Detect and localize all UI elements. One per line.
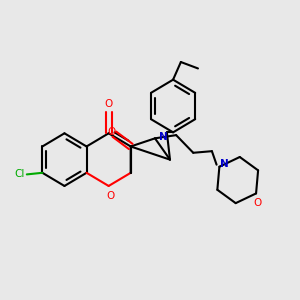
Text: N: N [159, 132, 167, 142]
Text: Cl: Cl [14, 169, 25, 179]
Text: O: O [254, 198, 262, 208]
Text: O: O [104, 99, 113, 109]
Text: N: N [220, 159, 228, 169]
Text: O: O [106, 191, 114, 201]
Text: O: O [107, 127, 115, 137]
